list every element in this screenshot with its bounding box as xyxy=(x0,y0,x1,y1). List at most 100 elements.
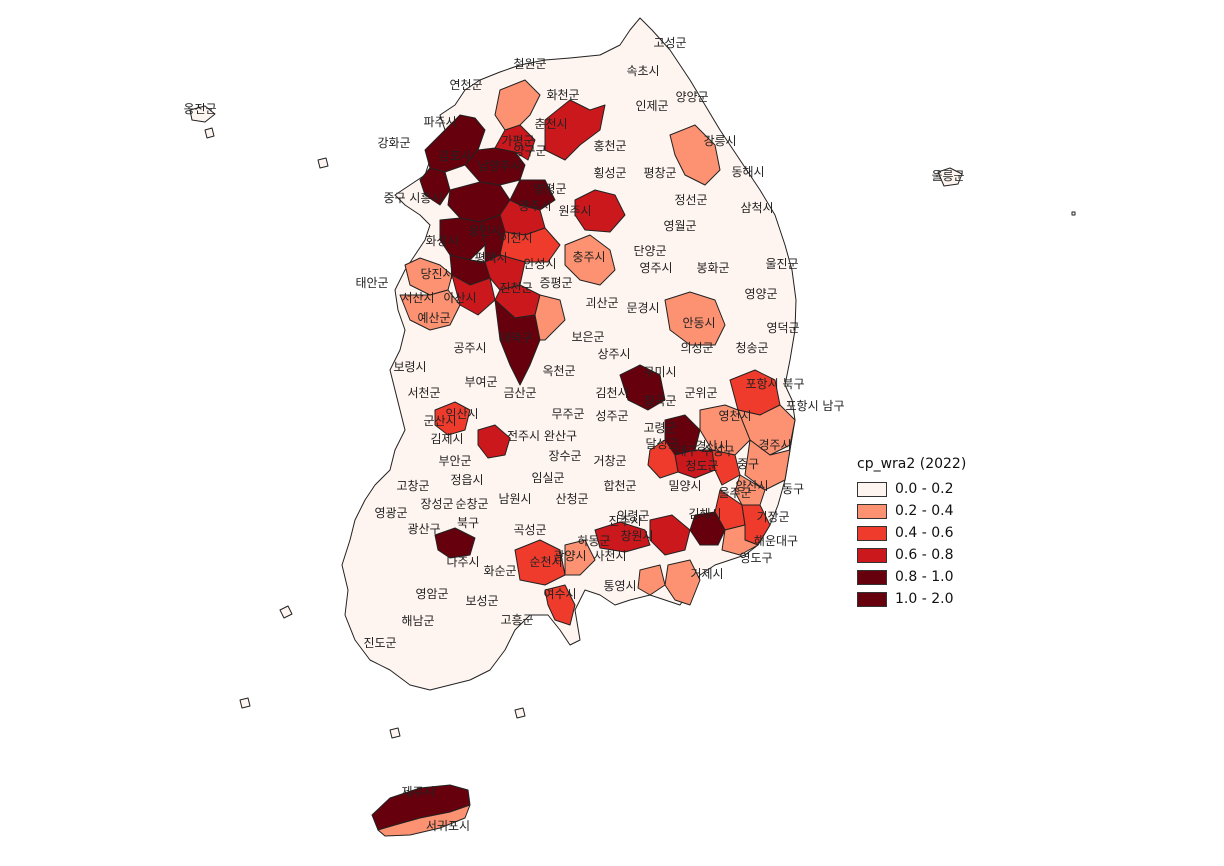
island-ongjin xyxy=(189,105,216,123)
region-label: 양산시 xyxy=(735,479,768,493)
legend-swatch xyxy=(857,547,887,563)
region-seogwipo xyxy=(377,804,471,837)
region-hwacheon xyxy=(494,79,541,131)
region-label: 김제시 xyxy=(430,432,463,446)
island-small-4 xyxy=(279,605,293,619)
island-small-3 xyxy=(239,697,251,709)
region-label: 인제군 xyxy=(635,99,668,113)
region-label: 울주군 xyxy=(718,486,751,500)
region-haeundae xyxy=(721,524,759,556)
region-label: 대덕구 xyxy=(499,331,532,345)
region-label: 고성군 xyxy=(653,36,686,50)
region-label: 북구 xyxy=(457,516,479,530)
legend-items: 0.0 - 0.2 0.2 - 0.4 0.4 - 0.6 0.6 - 0.8 0.8 … xyxy=(857,478,1027,610)
region-label: 의령군 xyxy=(616,509,649,523)
region-label: 광산구 xyxy=(407,522,440,536)
region-label: 동구 xyxy=(782,482,804,496)
region-label: 성주군 xyxy=(595,409,628,423)
region-label: 남양주시 xyxy=(478,159,522,173)
region-label: 해남군 xyxy=(401,614,434,628)
region-label: 달성군 xyxy=(645,437,678,451)
region-label: 김천시 xyxy=(595,385,628,400)
region-label: 서귀포시 xyxy=(426,819,470,833)
region-label: 통영시 xyxy=(603,579,636,593)
region-label: 광양시 xyxy=(553,549,586,563)
region-label: 무주군 xyxy=(551,407,584,421)
region-label: 익산시 xyxy=(445,407,478,421)
region-changwon xyxy=(649,514,691,556)
legend-label: 0.8 - 1.0 xyxy=(895,569,954,585)
island-small-7 xyxy=(1071,211,1076,216)
region-label: 순창군 xyxy=(455,497,488,511)
region-label: 창원시 xyxy=(620,529,653,543)
region-label: 충주시 xyxy=(572,250,605,264)
legend-item: 0.2 - 0.4 xyxy=(857,500,1027,522)
legend-item: 0.4 - 0.6 xyxy=(857,522,1027,544)
region-chungju xyxy=(564,234,616,286)
region-label: 군위군 xyxy=(684,386,717,400)
region-label: 정읍시 xyxy=(450,473,483,487)
region-label: 순천시 xyxy=(529,554,562,569)
region-label: 동해시 xyxy=(731,165,764,179)
region-label: 봉화군 xyxy=(696,261,729,275)
region-label: 장수군 xyxy=(548,449,581,463)
region-label: 강화군 xyxy=(377,136,410,150)
region-label: 하동군 xyxy=(577,534,610,548)
region-label: 양양군 xyxy=(675,90,708,104)
region-gyeongju xyxy=(744,439,791,491)
region-gumi xyxy=(619,364,666,411)
region-label: 서산시 xyxy=(401,291,434,305)
legend-label: 0.2 - 0.4 xyxy=(895,503,954,519)
region-label: 구미시 xyxy=(643,365,676,379)
region-yeosu xyxy=(544,584,576,626)
legend-item: 0.6 - 0.8 xyxy=(857,544,1027,566)
region-label: 영도구 xyxy=(739,551,772,565)
region-jeonju xyxy=(477,424,511,459)
region-label: 부여군 xyxy=(464,375,497,389)
legend-swatch xyxy=(857,591,887,607)
region-wonju xyxy=(574,189,626,233)
region-label: 홍천군 xyxy=(593,138,626,153)
region-label: 거제시 xyxy=(690,567,723,581)
region-label: 군산시 xyxy=(423,414,456,428)
island-small-2 xyxy=(317,157,329,169)
region-label: 합천군 xyxy=(603,478,636,493)
region-label: 평창군 xyxy=(643,166,676,180)
region-label: 원주시 xyxy=(558,204,591,218)
region-label: 산청군 xyxy=(555,492,588,506)
region-label: 고령군 xyxy=(643,421,676,435)
region-label: 당진시 xyxy=(420,267,453,281)
region-label: 안성시 xyxy=(523,257,556,271)
region-label: 영덕군 xyxy=(766,321,799,335)
region-label: 청도군 xyxy=(685,459,718,473)
region-jinju xyxy=(594,521,651,553)
region-label: 김해시 xyxy=(688,507,721,521)
region-label: 춘천시 xyxy=(534,116,567,131)
region-label: 고흥군 xyxy=(500,613,533,627)
region-andong xyxy=(664,291,726,346)
region-label: 보은군 xyxy=(571,330,604,344)
legend-swatch xyxy=(857,569,887,585)
legend-swatch xyxy=(857,481,887,497)
region-label: 부안군 xyxy=(438,454,471,468)
region-label: 용인시 xyxy=(468,224,501,238)
region-label: 곡성군 xyxy=(513,523,546,537)
region-yeongcheon xyxy=(699,404,751,456)
region-label: 경주시 xyxy=(758,438,791,452)
legend-swatch xyxy=(857,525,887,541)
region-gwangyang xyxy=(564,539,596,576)
region-chuncheon xyxy=(544,99,606,161)
region-label: 영암군 xyxy=(415,587,448,601)
region-label: 장성군 xyxy=(420,497,453,511)
region-label: 옥천군 xyxy=(542,363,575,378)
region-label: 울진군 xyxy=(765,257,798,271)
island-small-1 xyxy=(204,127,215,139)
region-hwaseong xyxy=(439,217,486,261)
region-label: 단양군 xyxy=(633,244,666,258)
legend-label: 0.6 - 0.8 xyxy=(895,547,954,563)
region-label: 진도군 xyxy=(363,636,396,650)
region-gimpo xyxy=(419,167,451,206)
region-label: 파주시 xyxy=(423,115,456,129)
legend-label: 1.0 - 2.0 xyxy=(895,591,954,607)
